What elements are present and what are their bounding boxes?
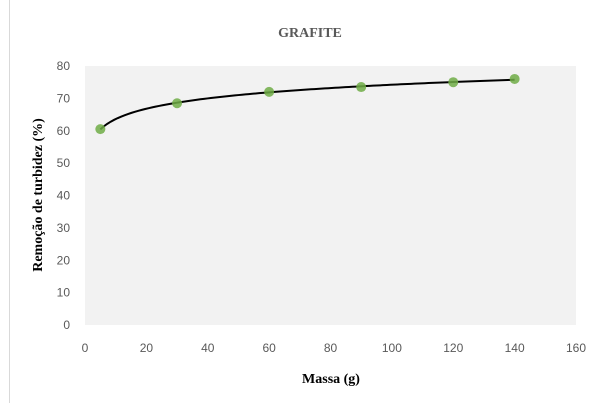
y-tick-label: 70 [57,91,71,105]
x-tick-label: 120 [443,341,463,355]
y-tick-label: 40 [57,189,71,203]
x-axis-ticks: 0 20 40 60 80 100 120 140 160 [82,341,587,355]
x-tick-label: 40 [201,341,215,355]
data-point [95,124,106,135]
y-axis-title: Remoção de turbidez (%) [31,118,46,272]
y-tick-label: 0 [63,318,70,332]
x-tick-label: 60 [262,341,276,355]
x-tick-label: 140 [505,341,525,355]
data-point [264,86,275,97]
y-tick-label: 80 [57,59,71,73]
x-tick-label: 80 [324,341,338,355]
y-tick-label: 30 [57,221,71,235]
trendline [99,78,515,131]
y-tick-label: 20 [57,253,71,267]
x-tick-label: 20 [140,341,154,355]
y-tick-label: 60 [57,124,71,138]
x-tick-label: 0 [82,341,89,355]
left-border-line [9,0,10,403]
data-points [95,73,520,135]
y-tick-label: 50 [57,156,71,170]
chart-title: GRAFITE [278,26,342,41]
plot-area [85,66,576,325]
data-point [448,77,459,88]
data-point [356,82,367,93]
data-point [509,73,520,84]
x-axis-title: Massa (g) [302,372,360,387]
x-tick-label: 160 [566,341,586,355]
y-axis-ticks: 0 10 20 30 40 50 60 70 80 [57,59,71,332]
data-point [172,98,183,109]
x-tick-label: 100 [382,341,402,355]
y-tick-label: 10 [57,286,71,300]
